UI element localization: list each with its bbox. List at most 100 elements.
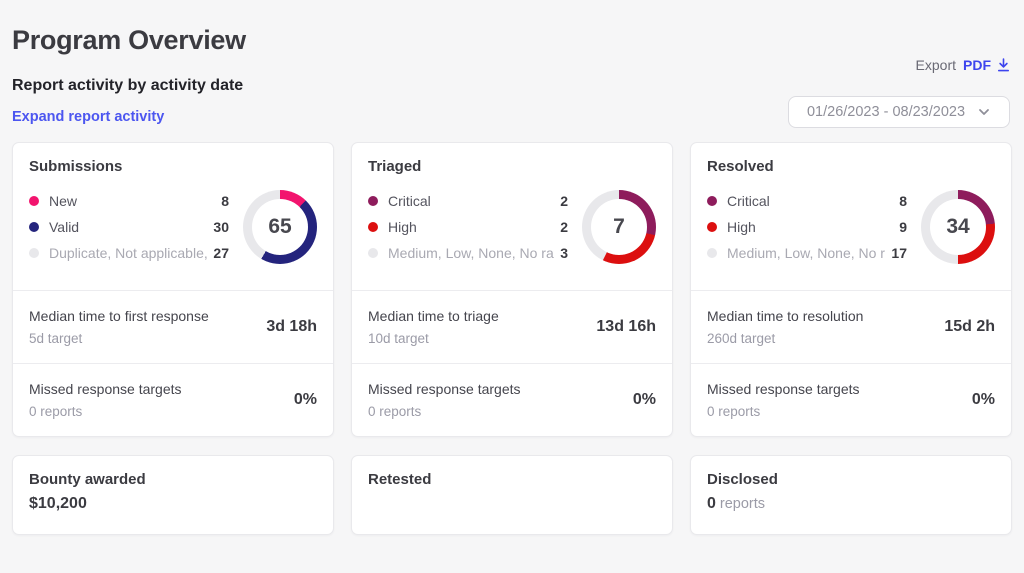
program-overview-page: Program Overview Export PDF Report activ… xyxy=(0,24,1024,535)
legend-item: Medium, Low, None, No rat... 17 xyxy=(707,245,907,261)
legend-value: 9 xyxy=(899,219,907,235)
legend-item: Medium, Low, None, No rating 3 xyxy=(368,245,568,261)
expand-report-activity-link[interactable]: Expand report activity xyxy=(12,109,165,125)
resolved-chart-section: Resolved Critical 8 High 9 xyxy=(691,143,1011,290)
legend-label: High xyxy=(727,219,756,235)
missed-targets-label: Missed response targets xyxy=(368,381,521,397)
missed-targets-row: Missed response targets 0 reports 0% xyxy=(352,363,672,436)
report-activity-heading: Report activity by activity date xyxy=(12,77,244,94)
legend-dot-high xyxy=(368,222,378,232)
legend-value: 2 xyxy=(560,193,568,209)
legend-item: Critical 8 xyxy=(707,193,907,209)
missed-targets-sub: 0 reports xyxy=(368,404,422,419)
triaged-chart-section: Triaged Critical 2 High 2 xyxy=(352,143,672,290)
legend-value: 2 xyxy=(560,219,568,235)
legend-item: Duplicate, Not applicable, I... 27 xyxy=(29,245,229,261)
legend: Critical 2 High 2 Medium, Low, None, No … xyxy=(368,193,568,261)
resolved-card: Resolved Critical 8 High 9 xyxy=(690,142,1012,437)
legend-dot-new xyxy=(29,196,39,206)
retested-card: Retested xyxy=(351,455,673,535)
legend-item: Valid 30 xyxy=(29,219,229,235)
missed-targets-label: Missed response targets xyxy=(29,381,182,397)
summary-title: Disclosed xyxy=(707,471,778,488)
median-time-label: Median time to resolution xyxy=(707,308,864,324)
legend: New 8 Valid 30 Duplicate, Not applicable… xyxy=(29,193,229,261)
export-label: Export xyxy=(915,57,956,73)
legend: Critical 8 High 9 Medium, Low, None, No … xyxy=(707,193,907,261)
summary-title: Retested xyxy=(368,471,432,488)
missed-targets-sub: 0 reports xyxy=(707,404,761,419)
triaged-card: Triaged Critical 2 High 2 xyxy=(351,142,673,437)
date-range-value: 01/26/2023 - 08/23/2023 xyxy=(806,104,966,120)
missed-targets-value: 0% xyxy=(293,391,317,408)
median-time-value: 15d 2h xyxy=(944,318,995,335)
summary-value: 0 reports xyxy=(707,495,995,513)
summary-title: Bounty awarded xyxy=(29,471,146,488)
legend-label: Medium, Low, None, No rat... xyxy=(727,245,885,261)
legend-dot-other xyxy=(29,248,39,258)
legend-dot-other xyxy=(368,248,378,258)
legend-value: 30 xyxy=(213,219,229,235)
missed-targets-row: Missed response targets 0 reports 0% xyxy=(13,363,333,436)
download-icon xyxy=(997,58,1010,72)
chevron-down-icon xyxy=(977,105,991,119)
missed-targets-value: 0% xyxy=(971,391,995,408)
disclosed-count: 0 xyxy=(707,495,716,512)
submissions-chart-section: Submissions New 8 Valid 30 xyxy=(13,143,333,290)
summary-suffix: reports xyxy=(719,496,766,512)
stat-cards-row: Submissions New 8 Valid 30 xyxy=(12,142,1012,437)
median-time-row: Median time to resolution 260d target 15… xyxy=(691,290,1011,363)
median-time-target: 10d target xyxy=(368,331,429,346)
legend-value: 27 xyxy=(213,245,229,261)
card-title: Resolved xyxy=(707,158,774,175)
disclosed-card: Disclosed 0 reports xyxy=(690,455,1012,535)
date-range-selector[interactable]: 01/26/2023 - 08/23/2023 xyxy=(788,96,1010,128)
legend-value: 3 xyxy=(560,245,568,261)
legend-dot-valid xyxy=(29,222,39,232)
summary-cards-row: Bounty awarded $10,200 Retested Disclose… xyxy=(12,455,1012,535)
resolved-donut-chart: 34 xyxy=(921,190,995,264)
legend-value: 8 xyxy=(899,193,907,209)
legend-label: Critical xyxy=(727,193,770,209)
legend-dot-critical xyxy=(707,196,717,206)
card-title: Submissions xyxy=(29,158,123,175)
legend-dot-critical xyxy=(368,196,378,206)
legend-label: High xyxy=(388,219,417,235)
median-time-label: Median time to first response xyxy=(29,308,209,324)
legend-item: High 2 xyxy=(368,219,568,235)
legend-item: New 8 xyxy=(29,193,229,209)
legend-item: High 9 xyxy=(707,219,907,235)
median-time-label: Median time to triage xyxy=(368,308,499,324)
summary-value: $10,200 xyxy=(29,495,317,513)
legend-label: Critical xyxy=(388,193,431,209)
summary-value xyxy=(368,495,656,513)
submissions-card: Submissions New 8 Valid 30 xyxy=(12,142,334,437)
median-time-value: 13d 16h xyxy=(596,318,656,335)
card-title: Triaged xyxy=(368,158,422,175)
export-format-label: PDF xyxy=(963,57,991,73)
legend-dot-high xyxy=(707,222,717,232)
median-time-value: 3d 18h xyxy=(266,318,317,335)
missed-targets-label: Missed response targets xyxy=(707,381,860,397)
legend-dot-other xyxy=(707,248,717,258)
median-time-row: Median time to triage 10d target 13d 16h xyxy=(352,290,672,363)
export-row: Export PDF xyxy=(916,57,1010,73)
donut-total: 65 xyxy=(268,215,292,238)
legend-label: New xyxy=(49,193,78,209)
median-time-target: 260d target xyxy=(707,331,776,346)
legend-label: Duplicate, Not applicable, I... xyxy=(49,245,208,261)
legend-label: Valid xyxy=(49,219,80,235)
legend-item: Critical 2 xyxy=(368,193,568,209)
submissions-donut-chart: 65 xyxy=(243,190,317,264)
donut-total: 34 xyxy=(946,215,970,238)
missed-targets-sub: 0 reports xyxy=(29,404,83,419)
missed-targets-row: Missed response targets 0 reports 0% xyxy=(691,363,1011,436)
donut-total: 7 xyxy=(613,215,625,238)
legend-value: 8 xyxy=(221,193,229,209)
bounty-awarded-card: Bounty awarded $10,200 xyxy=(12,455,334,535)
missed-targets-value: 0% xyxy=(632,391,656,408)
export-pdf-link[interactable]: PDF xyxy=(963,57,1010,73)
legend-value: 17 xyxy=(891,245,907,261)
median-time-target: 5d target xyxy=(29,331,83,346)
legend-label: Medium, Low, None, No rating xyxy=(388,245,554,261)
